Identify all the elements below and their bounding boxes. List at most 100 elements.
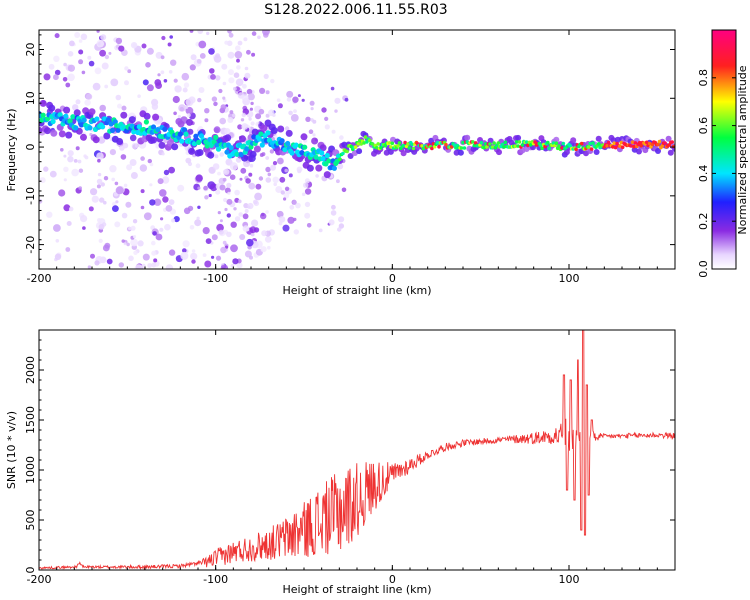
spectrogram-ridge-halo: [92, 136, 100, 144]
spectrogram-noise-blob: [341, 187, 347, 193]
spectrogram-ridge-halo: [188, 147, 196, 155]
spectrogram-noise-blob: [288, 173, 293, 178]
snr-y-tick-label: 2000: [24, 356, 37, 384]
spectrogram-noise-blob: [287, 216, 295, 224]
spectrogram-noise-blob: [224, 128, 231, 135]
spectrogram-ridge-core: [618, 144, 622, 148]
spectrogram-noise-blob: [229, 162, 238, 171]
spectrogram-noise-blob: [210, 74, 216, 80]
spectrogram-noise-blob: [157, 73, 161, 77]
spectrogram-ridge-halo: [253, 145, 261, 153]
spectrogram-noise-blob: [236, 58, 240, 63]
spectrogram-noise-blob: [293, 217, 297, 222]
spectrogram-noise-blob: [100, 34, 107, 41]
spectrogram-ridge-core: [63, 113, 69, 119]
spectrogram-noise-blob: [140, 156, 145, 161]
spectrogram-ridge-core: [492, 141, 496, 145]
spectrogram-noise-blob: [183, 207, 191, 215]
spectrogram-noise-blob: [222, 177, 227, 182]
spectrogram-noise-blob: [80, 33, 88, 41]
spectrogram-ridge-halo: [103, 132, 111, 140]
spectrogram-noise-blob: [238, 212, 243, 217]
spectrogram-noise-blob: [102, 244, 110, 252]
colorbar-tick-label: 0.8: [697, 69, 710, 87]
spectrogram-ridge-halo: [50, 129, 58, 137]
spectrogram-noise-blob: [242, 213, 249, 220]
spectrogram-marks: [39, 30, 675, 269]
spectrogram-y-tick-label: 0: [24, 144, 37, 151]
spectrogram-noise-blob: [265, 113, 270, 118]
spectrogram-ridge-halo: [300, 133, 308, 141]
spectrogram-noise-blob: [124, 66, 129, 71]
spectrogram-ridge-core: [663, 141, 667, 145]
spectrogram-noise-blob: [140, 189, 145, 194]
spectrogram-noise-blob: [243, 110, 247, 114]
spectrogram-noise-blob: [163, 79, 168, 83]
spectrogram-noise-blob: [173, 216, 180, 223]
spectrogram-noise-blob: [92, 82, 101, 91]
spectrogram-noise-blob: [127, 69, 132, 74]
spectrogram-noise-blob: [159, 227, 164, 232]
spectrogram-noise-blob: [172, 95, 180, 104]
spectrogram-ridge-core: [389, 145, 393, 149]
spectrogram-noise-blob: [226, 182, 232, 188]
spectrogram-noise-blob: [174, 85, 182, 93]
spectrogram-ridge-core: [109, 127, 116, 133]
spectrogram-noise-blob: [197, 97, 202, 103]
spectrogram-noise-blob: [143, 212, 152, 221]
spectrogram-ridge-core: [70, 114, 76, 120]
spectrogram-ridge-halo: [73, 109, 81, 117]
spectrogram-noise-blob: [227, 51, 235, 59]
spectrogram-noise-blob: [236, 65, 241, 70]
spectrogram-noise-blob: [222, 240, 227, 245]
spectrogram-ridge-core: [100, 124, 106, 130]
spectrogram-noise-blob: [338, 216, 345, 223]
spectrogram-noise-blob: [189, 30, 194, 33]
spectrogram-noise-blob: [261, 230, 268, 237]
spectrogram-noise-blob: [48, 63, 55, 70]
spectrogram-noise-blob: [241, 123, 249, 130]
spectrogram-ridge-halo: [570, 137, 577, 144]
spectrogram-ridge-core: [670, 140, 674, 144]
spectrogram-noise-blob: [310, 107, 314, 111]
spectrogram-noise-blob: [142, 79, 149, 86]
spectrogram-noise-blob: [96, 184, 101, 189]
colorbar-tick-label: 0.2: [697, 212, 710, 230]
spectrogram-noise-blob: [77, 159, 82, 164]
spectrogram-noise-blob: [151, 240, 156, 246]
spectrogram-noise-blob: [195, 163, 201, 169]
spectrogram-noise-blob: [53, 55, 60, 62]
spectrogram-noise-blob: [272, 176, 279, 183]
spectrogram-noise-blob: [194, 219, 202, 227]
spectrogram-ridge-halo: [667, 149, 674, 156]
spectrogram-noise-blob: [94, 67, 102, 75]
colorbar: 0.0 0.2 0.4 0.6 0.8 Normalized spectral ampl…: [697, 29, 749, 278]
spectrogram-ridge-core: [259, 142, 265, 148]
spectrogram-ridge-halo: [196, 149, 204, 156]
spectrogram-ridge-halo: [356, 148, 363, 155]
spectrogram-ridge-halo: [63, 106, 71, 114]
spectrogram-noise-blob: [163, 169, 170, 176]
spectrogram-ridge-core: [557, 144, 561, 148]
spectrogram-noise-blob: [189, 64, 196, 71]
spectrogram-noise-blob: [312, 133, 316, 137]
spectrogram-noise-blob: [226, 213, 231, 218]
spectrogram-ridge-core: [496, 141, 501, 145]
spectrogram-ridge-core: [396, 144, 400, 148]
spectrogram-noise-blob: [179, 106, 184, 112]
spectrogram-ridge-core: [57, 112, 63, 118]
snr-y-axis-label: SNR (10 * v/v): [5, 411, 18, 489]
spectrogram-noise-blob: [104, 84, 109, 89]
spectrogram-noise-blob: [114, 181, 119, 186]
spectrogram-noise-blob: [249, 255, 253, 260]
spectrogram-ridge-core: [472, 143, 477, 148]
spectrogram-x-tick-label: 100: [559, 272, 580, 285]
spectrogram-ridge-halo: [315, 164, 323, 172]
spectrogram-noise-blob: [246, 49, 251, 55]
spectrogram-noise-blob: [218, 88, 223, 94]
spectrogram-noise-blob: [63, 62, 67, 67]
spectrogram-ridge-core: [503, 140, 508, 145]
spectrogram-y-tick-label: -10: [24, 187, 37, 205]
spectrogram-ridge-core: [538, 143, 543, 148]
